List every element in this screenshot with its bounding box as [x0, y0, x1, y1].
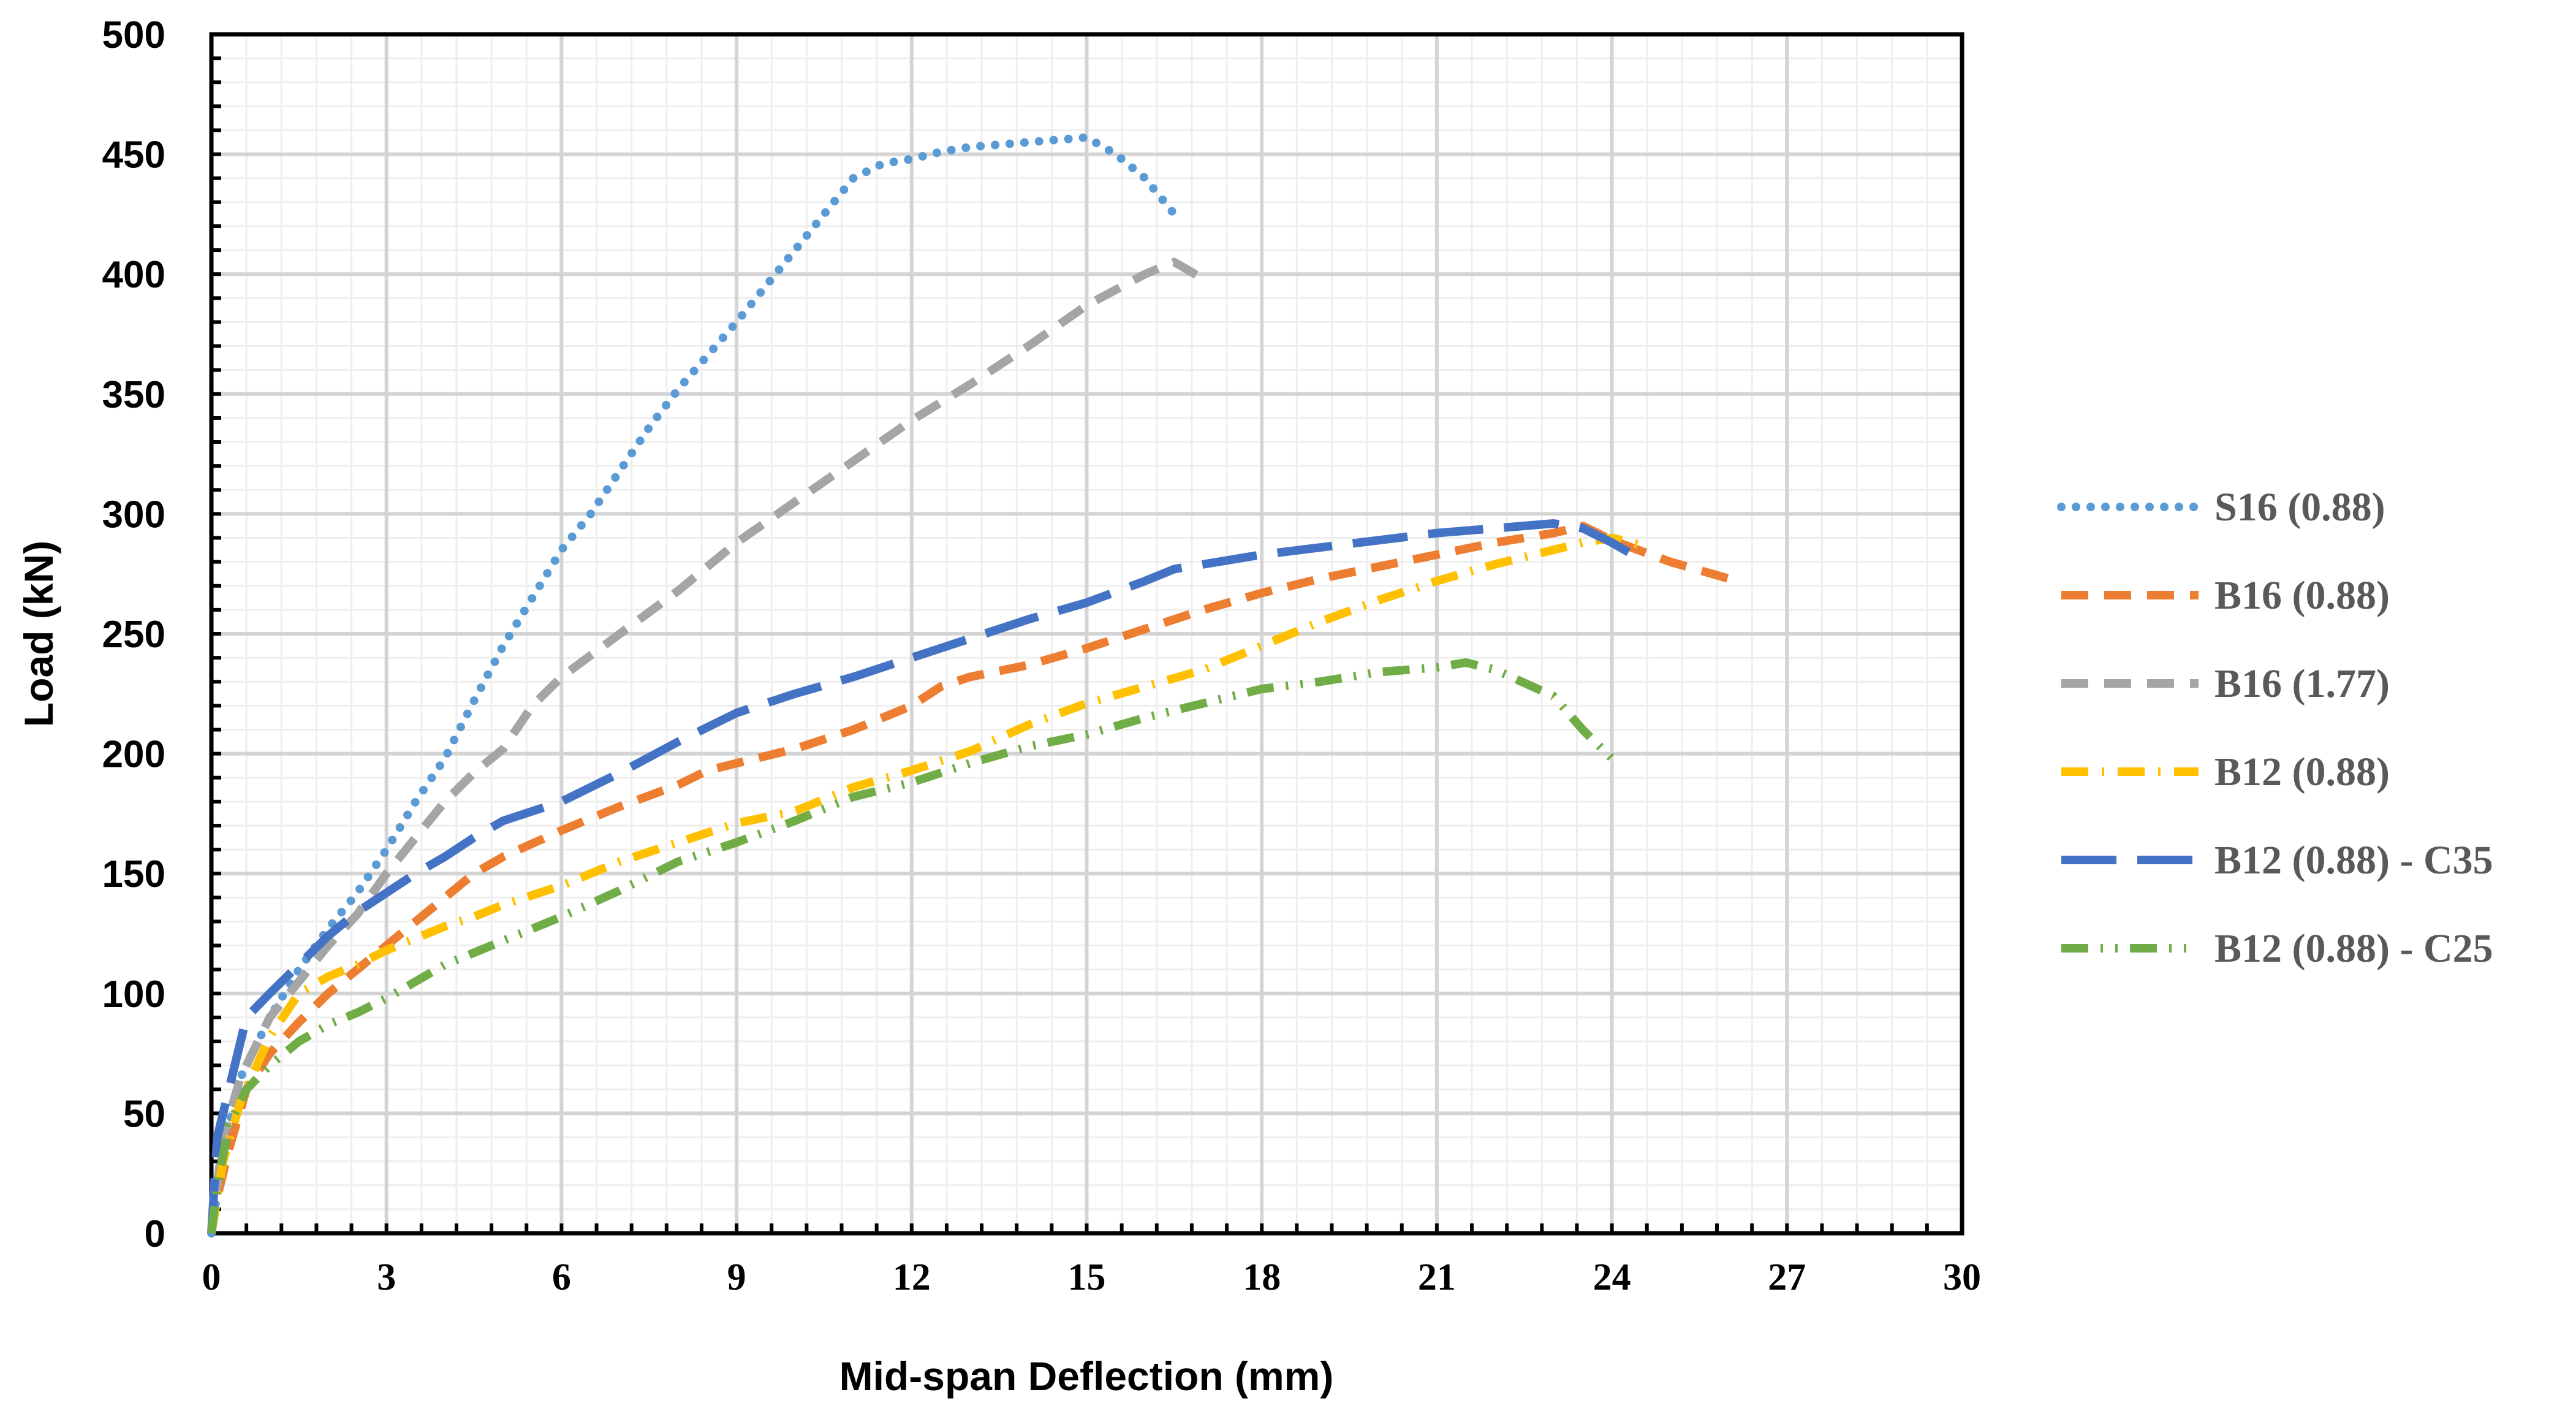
y-axis-title: Load (kN) — [16, 541, 61, 727]
y-tick-label: 0 — [145, 1213, 165, 1255]
legend-label: B16 (0.88) — [2214, 573, 2390, 618]
legend-label: B12 (0.88) - C35 — [2214, 838, 2493, 883]
y-tick-label: 300 — [102, 493, 165, 536]
x-tick-label: 24 — [1593, 1257, 1631, 1298]
y-tick-label: 400 — [102, 254, 165, 296]
x-tick-label: 15 — [1068, 1257, 1106, 1298]
y-tick-label: 150 — [102, 853, 165, 896]
x-tick-label: 12 — [893, 1257, 931, 1298]
x-axis-title: Mid-span Deflection (mm) — [839, 1353, 1334, 1399]
major-gridlines — [210, 32, 1964, 1235]
y-tick-label: 250 — [102, 614, 165, 656]
series-line-5 — [207, 519, 1643, 1234]
x-axis-tick-labels: 0 3 6 9 12 15 18 21 24 27 30 — [202, 1257, 1982, 1298]
x-tick-label: 30 — [1943, 1257, 1981, 1298]
series-line-6 — [207, 658, 1615, 1234]
y-axis-tick-labels: 0 50 100 150 200 250 300 350 400 450 500 — [102, 14, 165, 1255]
y-tick-label: 450 — [102, 134, 165, 177]
legend-item: S16 (0.88) — [2057, 485, 2385, 530]
data-series — [207, 133, 1730, 1238]
legend-label: B12 (0.88) - C25 — [2214, 926, 2493, 971]
x-tick-label: 9 — [727, 1257, 746, 1298]
legend-label: B16 (1.77) — [2214, 661, 2390, 706]
y-tick-label: 350 — [102, 374, 165, 416]
x-tick-label: 0 — [202, 1257, 221, 1298]
legend: S16 (0.88) B16 (0.88) B16 (1.77) B12 (0.88)… — [2057, 485, 2493, 971]
legend-label: B12 (0.88) — [2214, 750, 2390, 794]
y-tick-label: 200 — [102, 734, 165, 776]
legend-item: B12 (0.88) — [2061, 750, 2390, 794]
legend-item: B12 (0.88) - C35 — [2061, 838, 2493, 883]
legend-item: B16 (0.88) — [2061, 573, 2390, 618]
y-tick-label: 100 — [102, 973, 165, 1016]
legend-item: B16 (1.77) — [2061, 661, 2390, 706]
x-tick-label: 18 — [1243, 1257, 1281, 1298]
series-line-1 — [207, 133, 1184, 1238]
legend-item: B12 (0.88) - C25 — [2061, 926, 2493, 971]
series-line-2 — [207, 522, 1730, 1234]
x-tick-label: 21 — [1418, 1257, 1456, 1298]
x-tick-label: 27 — [1768, 1257, 1806, 1298]
series-line-4 — [207, 533, 1642, 1234]
y-tick-label: 50 — [123, 1093, 165, 1135]
x-tick-label: 3 — [377, 1257, 396, 1298]
series-line-3 — [207, 257, 1206, 1234]
x-tick-label: 6 — [552, 1257, 571, 1298]
y-tick-label: 500 — [102, 14, 165, 56]
legend-label: S16 (0.88) — [2214, 485, 2385, 530]
